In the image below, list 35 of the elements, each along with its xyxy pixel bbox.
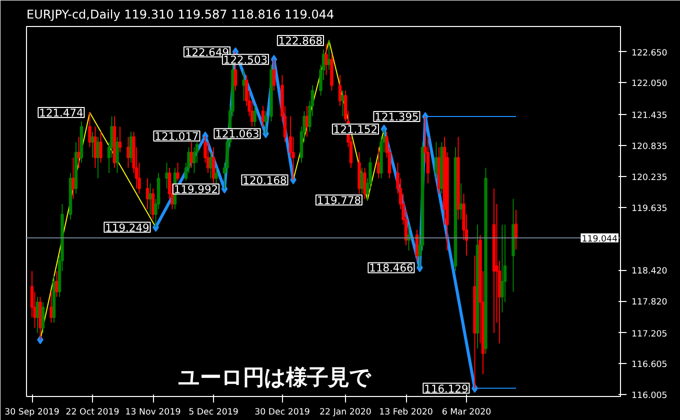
annotation: 116.129: [424, 382, 468, 396]
chart-title: EURJPY-cd,Daily 119.310 119.587 118.816 119.044: [26, 8, 334, 22]
y-tick-label: 116.605: [632, 360, 668, 370]
y-tick-label: 122.650: [632, 48, 668, 58]
y-tick-label: 116.005: [632, 391, 668, 402]
annotation: 121.152: [333, 123, 378, 136]
annotation: 119.249: [105, 221, 150, 234]
x-tick-label: 13 Feb 2020: [379, 408, 433, 418]
y-tick-label: 120.235: [632, 172, 668, 183]
y-tick-label: 122.050: [632, 79, 668, 90]
annotation: 121.395: [374, 110, 419, 124]
y-tick-label: 119.635: [632, 204, 668, 214]
y-tick-label: 117.820: [632, 298, 668, 308]
x-tick-label: 22 Jan 2020: [320, 408, 372, 418]
annotation: 119.992: [174, 182, 218, 196]
annotation: 121.017: [154, 130, 199, 144]
x-tick-label: 13 Nov 2019: [125, 408, 181, 418]
annotation: ユーロ円は様子見で: [178, 366, 371, 390]
y-tick-label: 121.435: [632, 110, 668, 121]
y-tick-label: 118.420: [632, 266, 668, 277]
x-tick-label: 22 Oct 2019: [66, 408, 120, 418]
annotation: 119.778: [316, 194, 362, 207]
annotation: 122.503: [223, 53, 268, 66]
annotation: 118.466: [369, 262, 414, 275]
x-tick-label: 30 Dec 2019: [254, 408, 310, 418]
y-tick-label: 120.835: [632, 142, 668, 152]
x-tick-label: 6 Mar 2020: [442, 408, 492, 418]
y-tick-label: 117.205: [632, 329, 668, 340]
annotation: 120.168: [242, 174, 287, 187]
x-tick-label: 5 Dec 2019: [188, 408, 238, 418]
ref-line-label: 119.044: [582, 234, 618, 244]
annotation: 122.868: [278, 34, 323, 48]
x-tick-label: 30 Sep 2019: [4, 408, 60, 418]
annotation: 121.474: [39, 106, 84, 120]
annotation: 121.063: [215, 128, 260, 141]
